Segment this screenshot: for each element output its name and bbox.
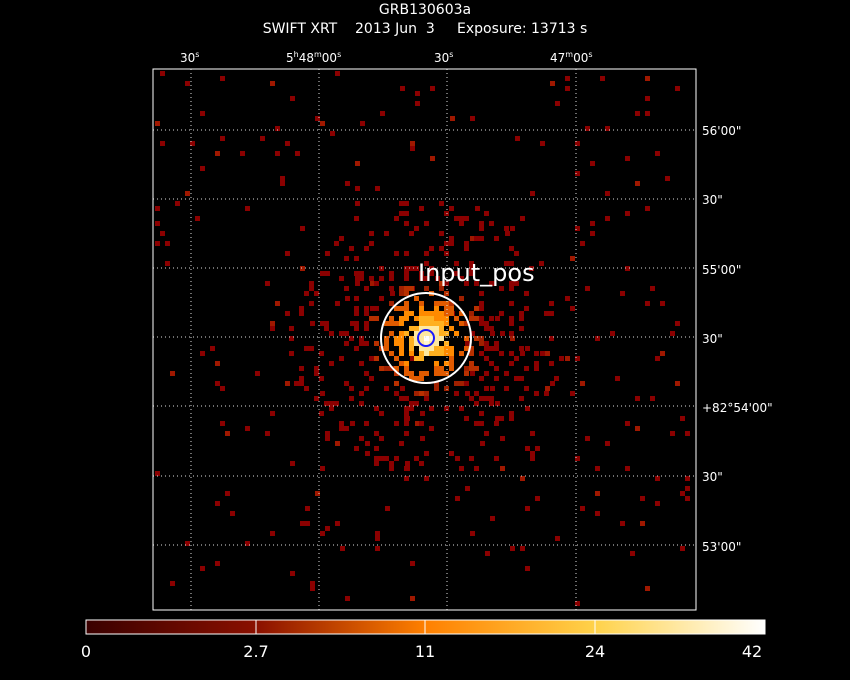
image-frame: [152, 68, 697, 611]
count-pixels: [155, 71, 690, 606]
dec-tick-label: 56'00": [702, 124, 741, 138]
dec-tick-label: 30": [702, 470, 723, 484]
dec-tick-label: 53'00": [702, 540, 741, 554]
position-error-circle: [417, 329, 435, 347]
colorbar-tick-label: 11: [415, 642, 435, 661]
dec-tick-label: +82°54'00": [702, 401, 773, 415]
colorbar-tick-label: 42: [742, 642, 762, 661]
dec-tick-label: 55'00": [702, 263, 741, 277]
dec-tick-label: 30": [702, 193, 723, 207]
ra-tick-label: 5h48m00s: [286, 50, 341, 65]
ra-tick-label: 30s: [180, 50, 199, 65]
ra-axis-labels: 30s 5h48m00s 30s 47m00s: [180, 50, 593, 65]
dec-axis-labels: 56'00" 30" 55'00" 30" +82°54'00" 30" 53'…: [702, 124, 773, 554]
coordinate-grid: [153, 69, 696, 610]
colorbar-tick-label: 2.7: [243, 642, 268, 661]
colorbar-tick-label: 0: [81, 642, 91, 661]
ra-tick-label: 30s: [434, 50, 453, 65]
colorbar-labels: 0 2.7 11 24 42: [81, 642, 762, 661]
colorbar-tick-label: 24: [585, 642, 605, 661]
observation-subtitle: SWIFT XRT 2013 Jun 3 Exposure: 13713 s: [262, 21, 588, 37]
dec-tick-label: 30": [702, 332, 723, 346]
image-title: GRB130603a: [378, 2, 472, 18]
source-label: Input_pos: [418, 259, 535, 287]
source-region-circle: [380, 292, 472, 384]
ra-tick-label: 47m00s: [550, 50, 593, 65]
